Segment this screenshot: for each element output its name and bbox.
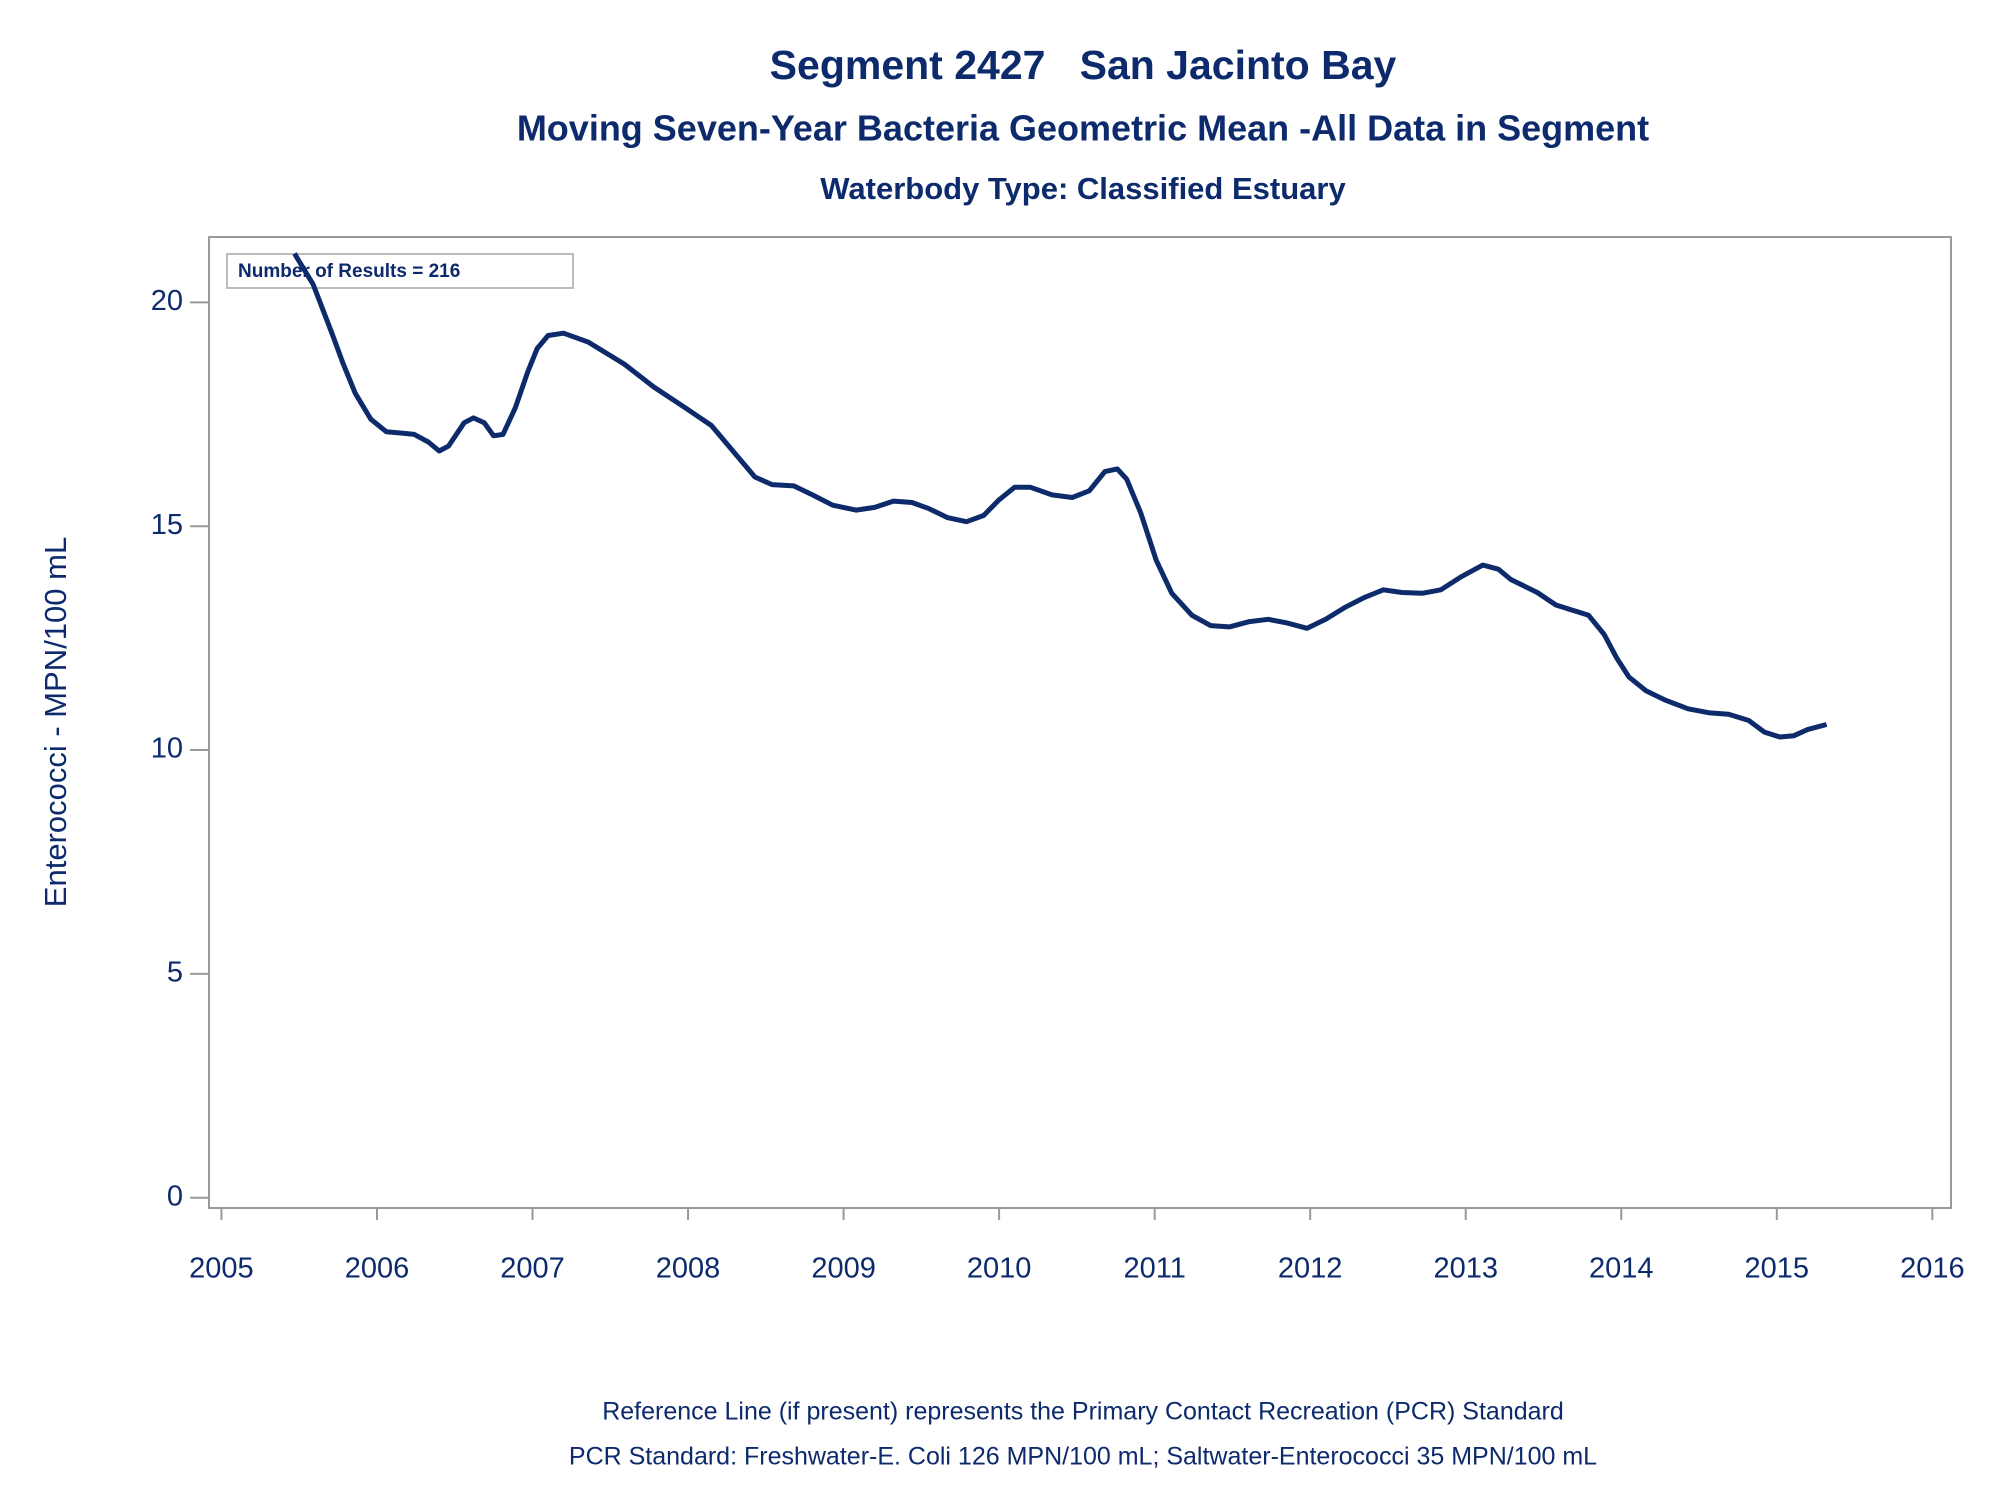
x-tick-label: 2012 bbox=[1278, 1253, 1343, 1285]
y-tick-label: 20 bbox=[151, 285, 183, 317]
x-tick-label: 2007 bbox=[500, 1253, 565, 1285]
y-tick-label: 15 bbox=[151, 509, 183, 541]
data-line bbox=[292, 252, 1828, 740]
annotation: Number of Results = 216 bbox=[238, 261, 460, 282]
x-tick-label: 2014 bbox=[1589, 1253, 1654, 1285]
x-tick-label: 2006 bbox=[345, 1253, 410, 1285]
chart-subtitle: Waterbody Type: Classified Estuary bbox=[820, 171, 1346, 206]
y-tick-label: 10 bbox=[151, 733, 183, 765]
x-tick-label: 2016 bbox=[1900, 1253, 1965, 1285]
y-axis-label: Enterococci - MPN/100 mL bbox=[38, 537, 73, 907]
x-tick-label: 2005 bbox=[189, 1253, 254, 1285]
y-tick-label: 0 bbox=[167, 1180, 183, 1212]
x-tick-label: 2008 bbox=[656, 1253, 721, 1285]
plot-frame bbox=[208, 236, 1952, 1209]
y-tick-label: 5 bbox=[167, 957, 183, 989]
x-tick-label: 2015 bbox=[1745, 1253, 1810, 1285]
x-tick-label: 2013 bbox=[1433, 1253, 1498, 1285]
chart-subtitle: Moving Seven-Year Bacteria Geometric Mea… bbox=[517, 108, 1649, 149]
x-tick-label: 2009 bbox=[811, 1253, 876, 1285]
x-tick-label: 2010 bbox=[967, 1253, 1032, 1285]
annotation-box bbox=[226, 253, 574, 289]
x-tick-label: 2011 bbox=[1123, 1253, 1185, 1285]
footnote: Reference Line (if present) represents t… bbox=[602, 1398, 1564, 1426]
chart-title: Segment 2427 San Jacinto Bay bbox=[770, 42, 1397, 88]
footnote: PCR Standard: Freshwater-E. Coli 126 MPN… bbox=[569, 1443, 1597, 1471]
